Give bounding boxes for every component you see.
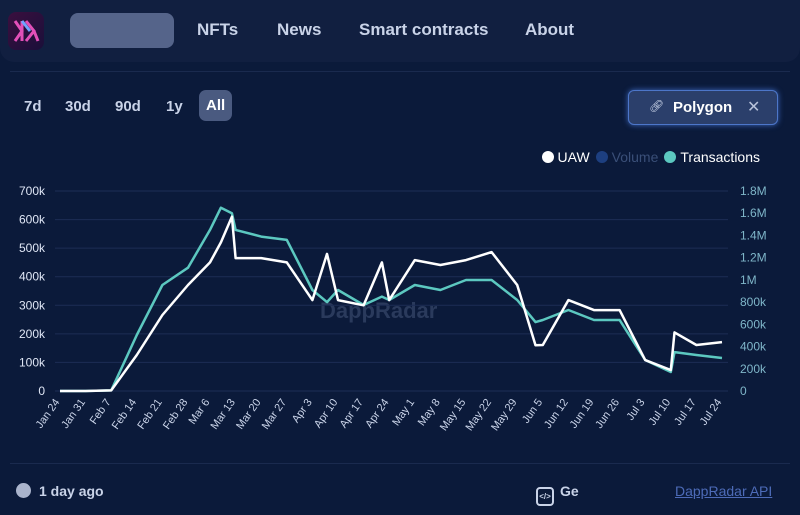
x-tick-label: Apr 10 <box>312 397 340 430</box>
y-right-tick-label: 1.4M <box>740 228 767 242</box>
nav-about[interactable]: About <box>525 20 575 39</box>
x-tick-label: Feb 7 <box>88 397 114 427</box>
x-tick-label: Feb 21 <box>135 397 164 432</box>
y-right-tick-label: 600k <box>740 317 767 331</box>
x-tick-label: Jul 10 <box>647 397 674 428</box>
logo-mark-icon <box>13 20 40 42</box>
x-tick-label: Mar 13 <box>209 397 238 432</box>
x-tick-label: Jan 24 <box>34 397 63 431</box>
legend-transactions[interactable]: Transactions <box>664 149 760 165</box>
legend-dot-icon <box>595 151 608 163</box>
line-chart: DappRadar 0 100k 200k 300k 400k 500k 600k 700k 0… <box>19 184 767 433</box>
logo[interactable] <box>8 12 44 50</box>
series-line-transactions <box>60 206 723 393</box>
divider <box>10 71 790 72</box>
y-right-tick-label: 400k <box>740 340 767 354</box>
x-tick-label: Apr 3 <box>290 397 315 425</box>
x-tick-label: Apr 17 <box>338 397 366 430</box>
y-left-tick-label: 500k <box>19 241 46 255</box>
legend-uaw[interactable]: UAW <box>541 149 590 165</box>
y-left-tick-label: 300k <box>19 298 46 312</box>
y-right-tick-label: 1M <box>740 273 757 287</box>
x-tick-label: Jul 17 <box>672 397 699 428</box>
legend-volume[interactable]: Volume <box>595 149 658 165</box>
y-left-tick-label: 600k <box>19 213 46 227</box>
x-tick-label: Mar 20 <box>234 397 263 432</box>
x-tick-label: Mar 27 <box>260 397 289 432</box>
range-7d[interactable]: 7d <box>24 98 42 115</box>
x-tick-label: Mar 6 <box>186 397 212 427</box>
nav-news[interactable]: News <box>277 20 322 39</box>
x-tick-label: Jun 12 <box>542 397 571 431</box>
x-tick-label: Jun 26 <box>593 397 622 431</box>
nav-nfts[interactable]: NFTs <box>197 20 239 39</box>
dappradar-api-link[interactable]: DappRadar API <box>675 483 773 499</box>
code-icon: </> <box>536 487 554 506</box>
x-tick-label: Jul 3 <box>624 397 647 423</box>
chain-filter-chip[interactable]: 🔗︎ Polygon ✕ <box>628 90 778 125</box>
y-left-tick-label: 0 <box>38 384 45 398</box>
last-updated-text: 1 day ago <box>39 483 104 499</box>
range-1y[interactable]: 1y <box>166 98 183 115</box>
range-all[interactable]: All <box>199 90 233 121</box>
clock-icon <box>16 483 31 498</box>
range-90d[interactable]: 90d <box>115 98 141 115</box>
close-icon[interactable]: ✕ <box>747 99 761 116</box>
y-right-tick-label: 1.6M <box>740 206 767 220</box>
x-tick-label: Feb 14 <box>110 397 139 432</box>
y-left-tick-label: 100k <box>19 355 46 369</box>
x-tick-label: Jun 19 <box>568 397 597 431</box>
y-right-tick-label: 0 <box>740 384 747 398</box>
x-tick-label: Apr 24 <box>363 397 391 430</box>
y-left-tick-label: 200k <box>19 327 46 341</box>
x-tick-label: Jan 31 <box>59 397 88 431</box>
nav-smart-contracts[interactable]: Smart contracts <box>359 20 489 39</box>
legend-dot-icon <box>541 151 554 163</box>
y-right-tick-label: 800k <box>740 295 767 309</box>
chain-filter-label: Polygon <box>673 99 733 116</box>
api-promo-text: Ge <box>560 483 579 499</box>
range-30d[interactable]: 30d <box>65 98 91 115</box>
x-tick-label: Jul 24 <box>698 397 725 428</box>
y-right-tick-label: 1.8M <box>740 184 767 198</box>
search-input[interactable] <box>70 13 174 48</box>
series-line-uaw <box>60 215 723 393</box>
x-tick-label: Jun 5 <box>520 397 545 426</box>
api-promo[interactable]: </> Ge <box>536 483 579 506</box>
y-left-tick-label: 700k <box>19 184 46 198</box>
divider <box>10 463 790 464</box>
chart-legend: UAW Volume Transactions <box>541 149 760 165</box>
x-tick-label: Feb 28 <box>161 397 190 432</box>
legend-dot-icon <box>664 151 677 163</box>
watermark: DappRadar <box>320 298 438 323</box>
last-updated: 1 day ago <box>16 483 104 499</box>
y-right-tick-label: 1.2M <box>740 251 767 265</box>
y-right-tick-label: 200k <box>740 362 767 376</box>
link-icon: 🔗︎ <box>649 99 665 113</box>
top-nav: NFTs News Smart contracts About <box>0 0 800 62</box>
x-tick-label: May 1 <box>390 397 417 428</box>
x-tick-label: May 29 <box>489 397 520 433</box>
y-left-tick-label: 400k <box>19 270 46 284</box>
